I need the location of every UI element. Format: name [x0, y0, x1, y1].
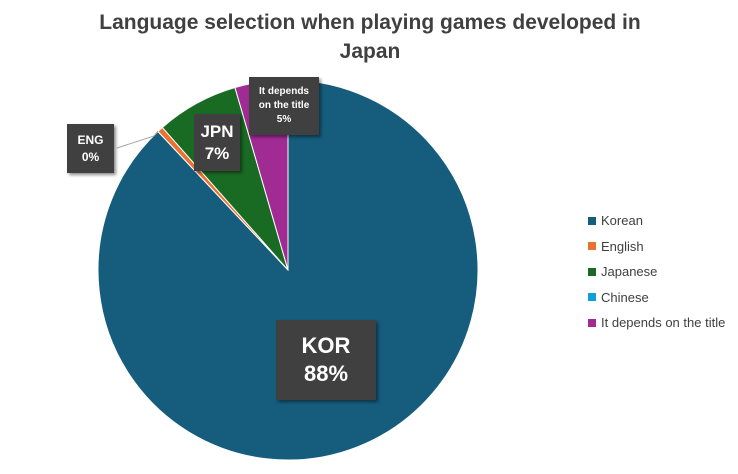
data-label-jpn-name: JPN [200, 121, 234, 141]
legend-item: English [588, 234, 725, 260]
data-label-kor-name: KOR [301, 333, 351, 358]
chart-title: Language selection when playing games de… [99, 11, 641, 63]
legend-swatch [588, 216, 596, 225]
data-label-depends-line2: on the title [258, 100, 310, 111]
legend-label: Japanese [601, 264, 658, 280]
data-label-eng: ENG 0% [67, 124, 114, 173]
legend-item: Korean [588, 208, 725, 234]
legend-swatch [588, 267, 596, 276]
eng-leader-line [116, 130, 159, 149]
legend-item: Japanese [588, 259, 725, 285]
legend-swatch [588, 318, 596, 327]
data-label-jpn-percent: 7% [204, 143, 230, 163]
data-label-kor: KOR 88% [276, 320, 376, 400]
data-label-kor-percent: 88% [303, 361, 349, 386]
data-label-depends-percent: 5% [276, 114, 292, 125]
legend-label: Korean [601, 213, 643, 229]
legend: Korean English Japanese Chinese It depends o… [588, 208, 725, 336]
legend-item: It depends on the title [588, 310, 725, 336]
legend-label: Chinese [601, 289, 649, 305]
data-label-depends-line1: It depends [258, 86, 309, 97]
legend-label: English [601, 238, 644, 254]
data-label-jpn: JPN 7% [194, 114, 240, 171]
legend-swatch [588, 293, 596, 302]
data-label-eng-percent: 0% [81, 149, 100, 164]
data-label-depends: It depends on the title 5% [249, 77, 319, 135]
legend-swatch [588, 242, 596, 251]
legend-label: It depends on the title [601, 315, 726, 331]
legend-item: Chinese [588, 285, 725, 311]
data-label-eng-name: ENG [77, 132, 104, 147]
